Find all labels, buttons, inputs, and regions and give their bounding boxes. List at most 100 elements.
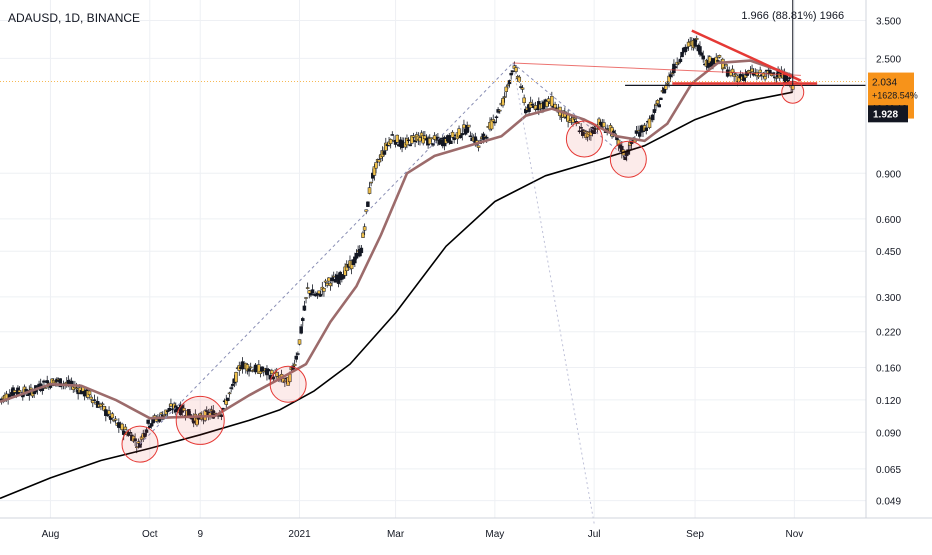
candle-bullish	[717, 55, 722, 58]
candle-bullish	[550, 96, 554, 107]
highlight-circle	[175, 395, 225, 445]
candle-bearish	[310, 289, 315, 294]
axis-labels: 2.034+1628.54%10:20:121.928	[868, 72, 918, 123]
candle-bullish	[686, 41, 691, 47]
candle-bullish	[322, 288, 326, 292]
candle-bearish	[92, 399, 97, 401]
candle-bearish	[121, 430, 126, 435]
candle-bullish	[501, 98, 505, 106]
candle-bullish	[418, 137, 422, 142]
candle-bullish	[429, 137, 434, 140]
candle-bullish	[462, 124, 466, 129]
time-axis[interactable]: Aug Oct 9 2021 Mar May Jul Sep Nov	[42, 529, 804, 540]
candle-bullish	[721, 58, 725, 70]
candle-bearish	[507, 80, 512, 85]
candle-bullish	[123, 426, 128, 430]
candle-bearish	[668, 74, 673, 78]
candle-bullish	[248, 366, 253, 369]
candle-bullish	[506, 84, 510, 87]
candle-bearish	[579, 127, 583, 129]
candle-bullish	[162, 414, 167, 417]
candle-bullish	[53, 381, 58, 383]
candle-bullish	[87, 390, 92, 395]
candle-bullish	[724, 64, 728, 67]
candle-bullish	[120, 423, 124, 431]
candle-bullish	[502, 96, 507, 98]
candle-bearish	[390, 134, 395, 136]
x-tick-label: Jul	[588, 529, 601, 540]
candle-bearish	[301, 318, 305, 321]
candle-bullish	[654, 103, 658, 106]
candle-bearish	[484, 136, 489, 139]
x-tick-label: 9	[197, 529, 203, 540]
candle-bullish	[374, 162, 378, 169]
candle-bearish	[672, 63, 676, 74]
candle-bullish	[89, 396, 93, 400]
candle-bullish	[491, 119, 495, 122]
candle-bearish	[637, 132, 642, 137]
x-tick-label: Sep	[686, 529, 704, 540]
trendline	[691, 29, 802, 82]
line-label-value: 1.928	[873, 109, 898, 120]
candle-bullish	[655, 100, 660, 104]
candle-bearish	[309, 293, 313, 296]
candle-bullish	[367, 187, 372, 194]
grid	[0, 0, 866, 518]
candle-bearish	[673, 66, 678, 69]
candle-bullish	[504, 86, 509, 92]
candle-bearish	[657, 104, 662, 108]
candle-bearish	[449, 140, 453, 144]
candle-bearish	[452, 137, 456, 141]
candle-bullish	[467, 124, 471, 128]
candle-bearish	[787, 77, 792, 79]
candle-bearish	[652, 109, 657, 113]
candle-bullish	[388, 139, 393, 144]
candle-bearish	[680, 51, 684, 58]
candle-bullish	[154, 419, 159, 422]
candle-bearish	[366, 201, 370, 207]
candle-bearish	[519, 86, 523, 88]
candle-bearish	[271, 376, 276, 380]
candle-bullish	[227, 392, 232, 395]
moving-average-long	[0, 91, 793, 500]
candle-bearish	[541, 101, 546, 110]
candle-bearish	[294, 355, 299, 360]
candle-bearish	[408, 144, 412, 147]
candle-bullish	[758, 69, 762, 73]
highlight-circle	[565, 120, 603, 158]
candle-bullish	[305, 287, 310, 289]
y-tick-label: 2.500	[876, 54, 901, 65]
price-axis[interactable]: 3.500 2.500 0.900 0.600 0.450 0.300 0.220 0.160…	[876, 17, 901, 508]
trendline	[139, 62, 514, 445]
candle-bearish	[105, 414, 110, 417]
y-tick-label: 0.160	[876, 364, 901, 375]
y-tick-label: 0.600	[876, 215, 901, 226]
candle-bullish	[304, 297, 308, 299]
candle-bearish	[146, 419, 150, 424]
candle-bullish	[307, 290, 312, 294]
candle-bearish	[577, 130, 582, 133]
candle-bullish	[665, 82, 670, 85]
candle-bullish	[113, 418, 118, 421]
candle-bearish	[302, 305, 307, 311]
price-label-value: 2.034	[872, 78, 897, 89]
candle-bearish	[468, 135, 473, 138]
y-tick-label: 0.300	[876, 293, 901, 304]
candle-bullish	[261, 370, 266, 373]
line-label-box	[868, 105, 908, 123]
candle-bullish	[169, 403, 173, 407]
candle-bullish	[553, 103, 557, 109]
candle-bullish	[677, 62, 681, 64]
highlight-circle	[609, 140, 647, 178]
candle-bearish	[253, 364, 258, 373]
candle-bullish	[411, 135, 416, 138]
candle-bearish	[382, 151, 386, 155]
candle-bearish	[494, 116, 499, 119]
candle-bearish	[296, 353, 300, 355]
candle-bullish	[327, 277, 331, 282]
candle-bearish	[611, 130, 616, 134]
candle-bullish	[325, 282, 329, 286]
candle-bearish	[229, 387, 233, 389]
